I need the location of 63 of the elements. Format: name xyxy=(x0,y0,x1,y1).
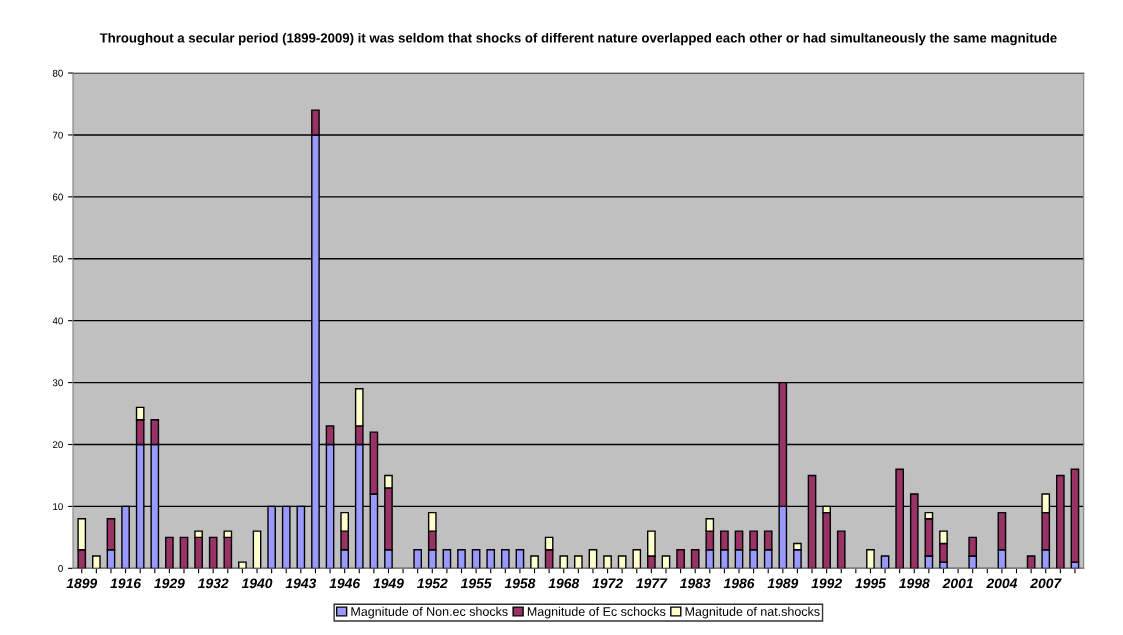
bar xyxy=(880,555,890,569)
bar xyxy=(632,549,642,569)
bar xyxy=(661,555,671,569)
x-tick-label: 2004 xyxy=(986,578,1018,589)
x-tick-label: 1899 xyxy=(66,578,98,589)
bar xyxy=(252,530,262,569)
x-tick-label: 2001 xyxy=(942,578,973,589)
y-tick-label: 70 xyxy=(52,131,63,139)
x-tick-label: 1958 xyxy=(504,578,536,589)
y-tick-label: 50 xyxy=(52,255,63,263)
legend-label: Magnitude of Ec schocks xyxy=(527,606,666,619)
bar xyxy=(690,549,700,569)
x-tick-label: 1983 xyxy=(679,578,711,589)
bar xyxy=(866,549,875,569)
bar xyxy=(92,555,101,569)
x-tick-label: 1986 xyxy=(723,578,755,589)
bar xyxy=(530,555,539,569)
bar xyxy=(617,555,627,569)
bar xyxy=(208,536,218,569)
bar xyxy=(500,549,510,569)
y-tick-label: 0 xyxy=(58,565,63,572)
bar xyxy=(238,561,247,569)
x-tick-label: 1940 xyxy=(241,578,273,589)
y-tick-label: 60 xyxy=(52,193,63,201)
x-tick-label: 1968 xyxy=(548,578,580,589)
bar xyxy=(676,549,685,569)
bar xyxy=(573,555,583,569)
legend-label: Magnitude of Non.ec shocks xyxy=(351,606,508,619)
y-tick-label: 30 xyxy=(52,379,63,387)
y-tick-label: 20 xyxy=(52,441,63,449)
x-tick-label: 1992 xyxy=(811,578,842,589)
x-tick-label: 1946 xyxy=(329,578,361,589)
x-tick-label: 1952 xyxy=(417,578,448,589)
bar xyxy=(559,555,569,569)
x-tick-label: 2007 xyxy=(1030,578,1062,589)
x-tick-label: 1972 xyxy=(592,578,623,589)
bar xyxy=(836,530,846,569)
bar xyxy=(165,536,174,569)
bar xyxy=(486,549,496,569)
bar xyxy=(457,549,466,569)
x-tick-label: 1929 xyxy=(154,578,185,589)
y-tick-label: 10 xyxy=(53,503,63,511)
legend-label: Magnitude of nat.shocks xyxy=(685,606,820,619)
x-tick-label: 1995 xyxy=(855,578,887,589)
x-tick-label: 1998 xyxy=(899,578,930,589)
x-tick-label: 1955 xyxy=(460,578,492,589)
bar xyxy=(413,549,423,569)
y-tick-label: 80 xyxy=(52,69,63,77)
bar xyxy=(515,549,525,569)
y-tick-label: 40 xyxy=(52,317,63,325)
x-tick-label: 1943 xyxy=(285,578,317,589)
bar xyxy=(1026,555,1036,569)
x-tick-label: 1977 xyxy=(636,578,668,589)
bar xyxy=(442,549,452,569)
chart-title: Throughout a secular period (1899-2009) it was seldom that shocks of different nature overlapped each other or had simultaneously the same magnitude xyxy=(99,32,1057,46)
bar xyxy=(471,549,481,569)
bar xyxy=(588,549,598,569)
x-tick-label: 1916 xyxy=(110,578,142,589)
x-tick-label: 1989 xyxy=(767,578,799,589)
x-tick-label: 1949 xyxy=(373,578,404,589)
bar xyxy=(603,555,612,569)
bar xyxy=(179,536,189,569)
x-tick-label: 1932 xyxy=(197,578,229,589)
